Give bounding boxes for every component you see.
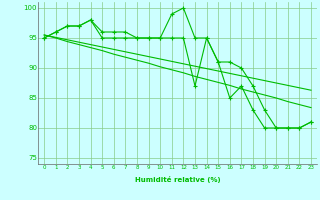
X-axis label: Humidité relative (%): Humidité relative (%): [135, 176, 220, 183]
